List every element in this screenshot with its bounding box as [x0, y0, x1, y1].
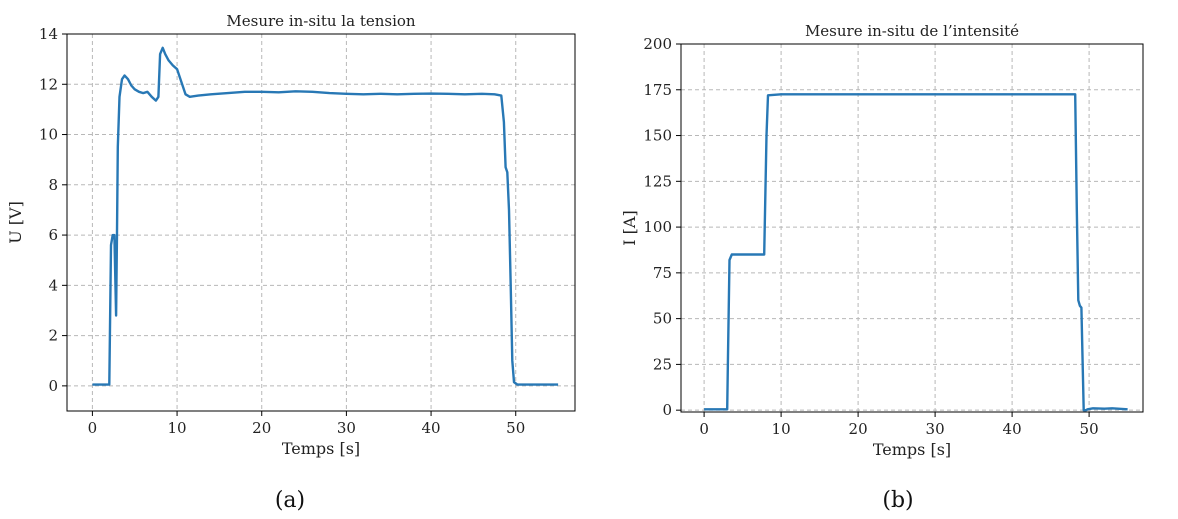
y-tick-label: 2 [48, 327, 58, 345]
x-tick-label: 10 [772, 420, 791, 438]
chart-b-ticks: 0 10 20 30 40 50 0 25 50 75 100 125 150 175 200 [643, 35, 1098, 438]
chart-a-caption: (a) [275, 488, 305, 513]
chart-a-title: Mesure in-situ la tension [226, 12, 415, 30]
y-tick-label: 175 [643, 81, 672, 99]
chart-b-series [704, 93, 1128, 412]
y-tick-label: 14 [39, 25, 58, 43]
chart-a-ticks: 0 10 20 30 40 50 0 2 4 6 8 10 12 14 [39, 25, 525, 437]
chart-a-x-axis-label: Temps [s] [282, 439, 360, 458]
x-tick-label: 30 [337, 419, 356, 437]
x-tick-label: 50 [1080, 420, 1099, 438]
chart-b-current: 0 10 20 30 40 50 0 25 50 75 100 125 150 175 200 Mesure… [620, 22, 1144, 513]
chart-a-series [92, 46, 559, 386]
y-tick-label: 125 [643, 172, 672, 190]
x-tick-label: 0 [88, 419, 98, 437]
series-line [92, 46, 559, 386]
chart-b-x-axis-label: Temps [s] [873, 440, 951, 459]
y-tick-label: 200 [643, 35, 672, 53]
chart-b-title: Mesure in-situ de l’intensité [805, 22, 1019, 40]
y-tick-label: 25 [653, 355, 672, 373]
x-tick-label: 0 [699, 420, 709, 438]
y-tick-label: 100 [643, 218, 672, 236]
y-tick-label: 12 [39, 75, 58, 93]
y-tick-label: 150 [643, 127, 672, 145]
x-tick-label: 40 [422, 419, 441, 437]
x-tick-label: 30 [926, 420, 945, 438]
chart-b-frame [680, 43, 1144, 413]
chart-a-voltage: 0 10 20 30 40 50 0 2 4 6 8 10 12 14 Mesure in-situ la… [6, 12, 576, 513]
y-tick-label: 10 [39, 126, 58, 144]
chart-a-y-axis-label: U [V] [6, 201, 25, 244]
x-tick-label: 50 [506, 419, 525, 437]
x-tick-label: 10 [168, 419, 187, 437]
chart-b-grid [681, 43, 1143, 412]
chart-b-caption: (b) [882, 488, 913, 513]
x-tick-label: 20 [849, 420, 868, 438]
y-tick-label: 0 [48, 377, 58, 395]
x-tick-label: 20 [252, 419, 271, 437]
y-tick-label: 75 [653, 264, 672, 282]
series-line [704, 93, 1128, 412]
y-tick-label: 4 [48, 276, 58, 294]
chart-a-frame [66, 33, 576, 412]
y-tick-label: 0 [662, 401, 672, 419]
y-tick-label: 6 [48, 226, 58, 244]
chart-b-y-axis-label: I [A] [620, 210, 639, 245]
chart-a-grid [67, 33, 575, 411]
y-tick-label: 8 [48, 176, 58, 194]
x-tick-label: 40 [1003, 420, 1022, 438]
y-tick-label: 50 [653, 310, 672, 328]
